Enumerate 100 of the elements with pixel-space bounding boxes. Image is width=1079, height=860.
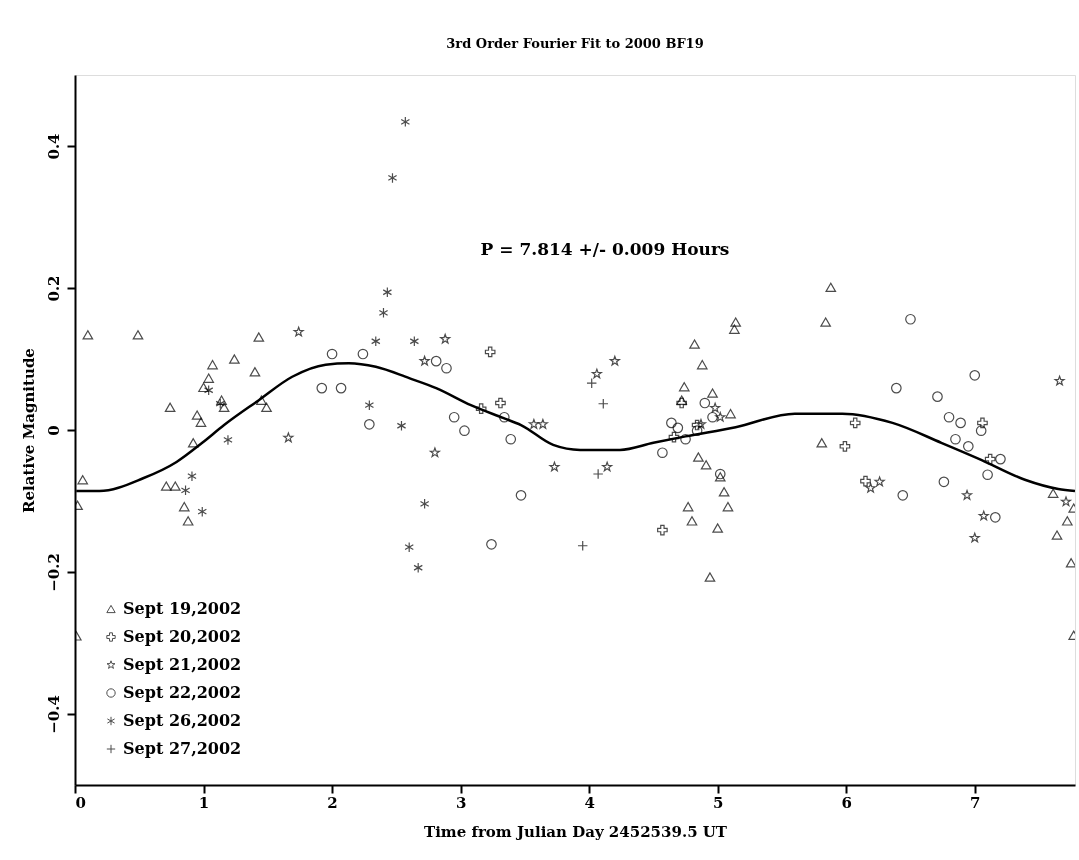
point — [666, 417, 677, 429]
point — [160, 481, 172, 491]
legend-label: Sept 20,2002 — [123, 627, 242, 646]
point — [475, 403, 487, 415]
point — [528, 418, 539, 429]
point — [197, 506, 207, 517]
point — [668, 431, 680, 443]
point — [849, 417, 861, 429]
point — [943, 411, 955, 423]
point — [657, 524, 668, 536]
point — [371, 335, 381, 347]
legend-label: Sept 22,2002 — [123, 683, 242, 702]
point — [486, 538, 497, 550]
x-tick-label: 7 — [970, 793, 981, 812]
point — [730, 317, 742, 327]
point — [1065, 558, 1075, 568]
point — [825, 282, 837, 292]
point — [950, 433, 961, 445]
point — [419, 355, 430, 366]
point — [249, 367, 261, 377]
point — [969, 532, 980, 543]
point — [714, 468, 726, 480]
point — [441, 362, 452, 374]
point — [676, 395, 688, 405]
point — [678, 381, 690, 392]
point — [429, 447, 440, 458]
point — [860, 475, 871, 487]
x-tick-label: 0 — [75, 793, 86, 812]
point — [975, 425, 987, 437]
x-tick-label: 1 — [198, 793, 210, 812]
point — [1047, 488, 1059, 498]
point — [707, 411, 718, 423]
point — [977, 417, 988, 429]
point — [729, 324, 740, 334]
point — [962, 441, 974, 452]
point — [187, 438, 199, 448]
point — [1060, 496, 1072, 507]
point — [699, 397, 711, 409]
point — [707, 388, 718, 398]
x-tick-label: 3 — [455, 793, 467, 812]
point — [187, 470, 197, 482]
point — [969, 370, 981, 381]
point — [413, 562, 423, 574]
point — [253, 332, 265, 342]
point — [820, 317, 831, 327]
point — [409, 335, 420, 347]
point — [722, 501, 734, 512]
point — [215, 398, 225, 410]
annotation: P = 7.814 +/- 0.009 Hours — [480, 239, 730, 259]
point — [905, 313, 916, 325]
point — [82, 330, 94, 340]
point — [505, 433, 517, 445]
point — [978, 510, 989, 521]
point — [515, 489, 527, 501]
y-axis-title: Relative Magnitude — [19, 348, 38, 513]
point — [387, 172, 398, 184]
point — [549, 461, 560, 472]
point — [710, 402, 721, 413]
point — [191, 410, 203, 420]
point — [364, 418, 375, 430]
y-tick-label: 0 — [44, 425, 63, 436]
point — [419, 498, 430, 510]
point — [396, 420, 407, 432]
point — [1051, 530, 1063, 540]
x-tick-label: 5 — [712, 793, 724, 812]
point — [335, 382, 347, 394]
point — [696, 359, 708, 370]
point — [440, 333, 451, 344]
point — [283, 432, 294, 443]
point — [657, 447, 668, 459]
point — [725, 408, 736, 419]
point — [498, 411, 510, 423]
point — [691, 419, 703, 431]
point — [676, 397, 688, 409]
point — [984, 453, 996, 465]
point — [195, 417, 207, 427]
point — [609, 355, 620, 366]
point — [364, 399, 375, 411]
point — [689, 339, 700, 349]
point — [682, 501, 694, 512]
point — [218, 402, 230, 412]
point — [672, 422, 684, 434]
point — [203, 384, 214, 396]
y-tick-label: 0.2 — [44, 275, 63, 302]
point — [591, 368, 602, 379]
point — [484, 346, 496, 358]
point — [989, 512, 1001, 523]
x-tick-label: 4 — [584, 793, 595, 812]
y-tick-label: −0.2 — [44, 553, 63, 592]
point — [995, 453, 1006, 465]
point — [357, 348, 369, 360]
point — [537, 418, 548, 429]
point — [686, 516, 698, 526]
point — [203, 373, 215, 383]
point — [404, 541, 414, 553]
point — [718, 487, 730, 497]
point — [229, 354, 240, 364]
point — [897, 489, 909, 501]
point — [180, 485, 191, 496]
legend-label: Sept 21,2002 — [123, 655, 242, 674]
